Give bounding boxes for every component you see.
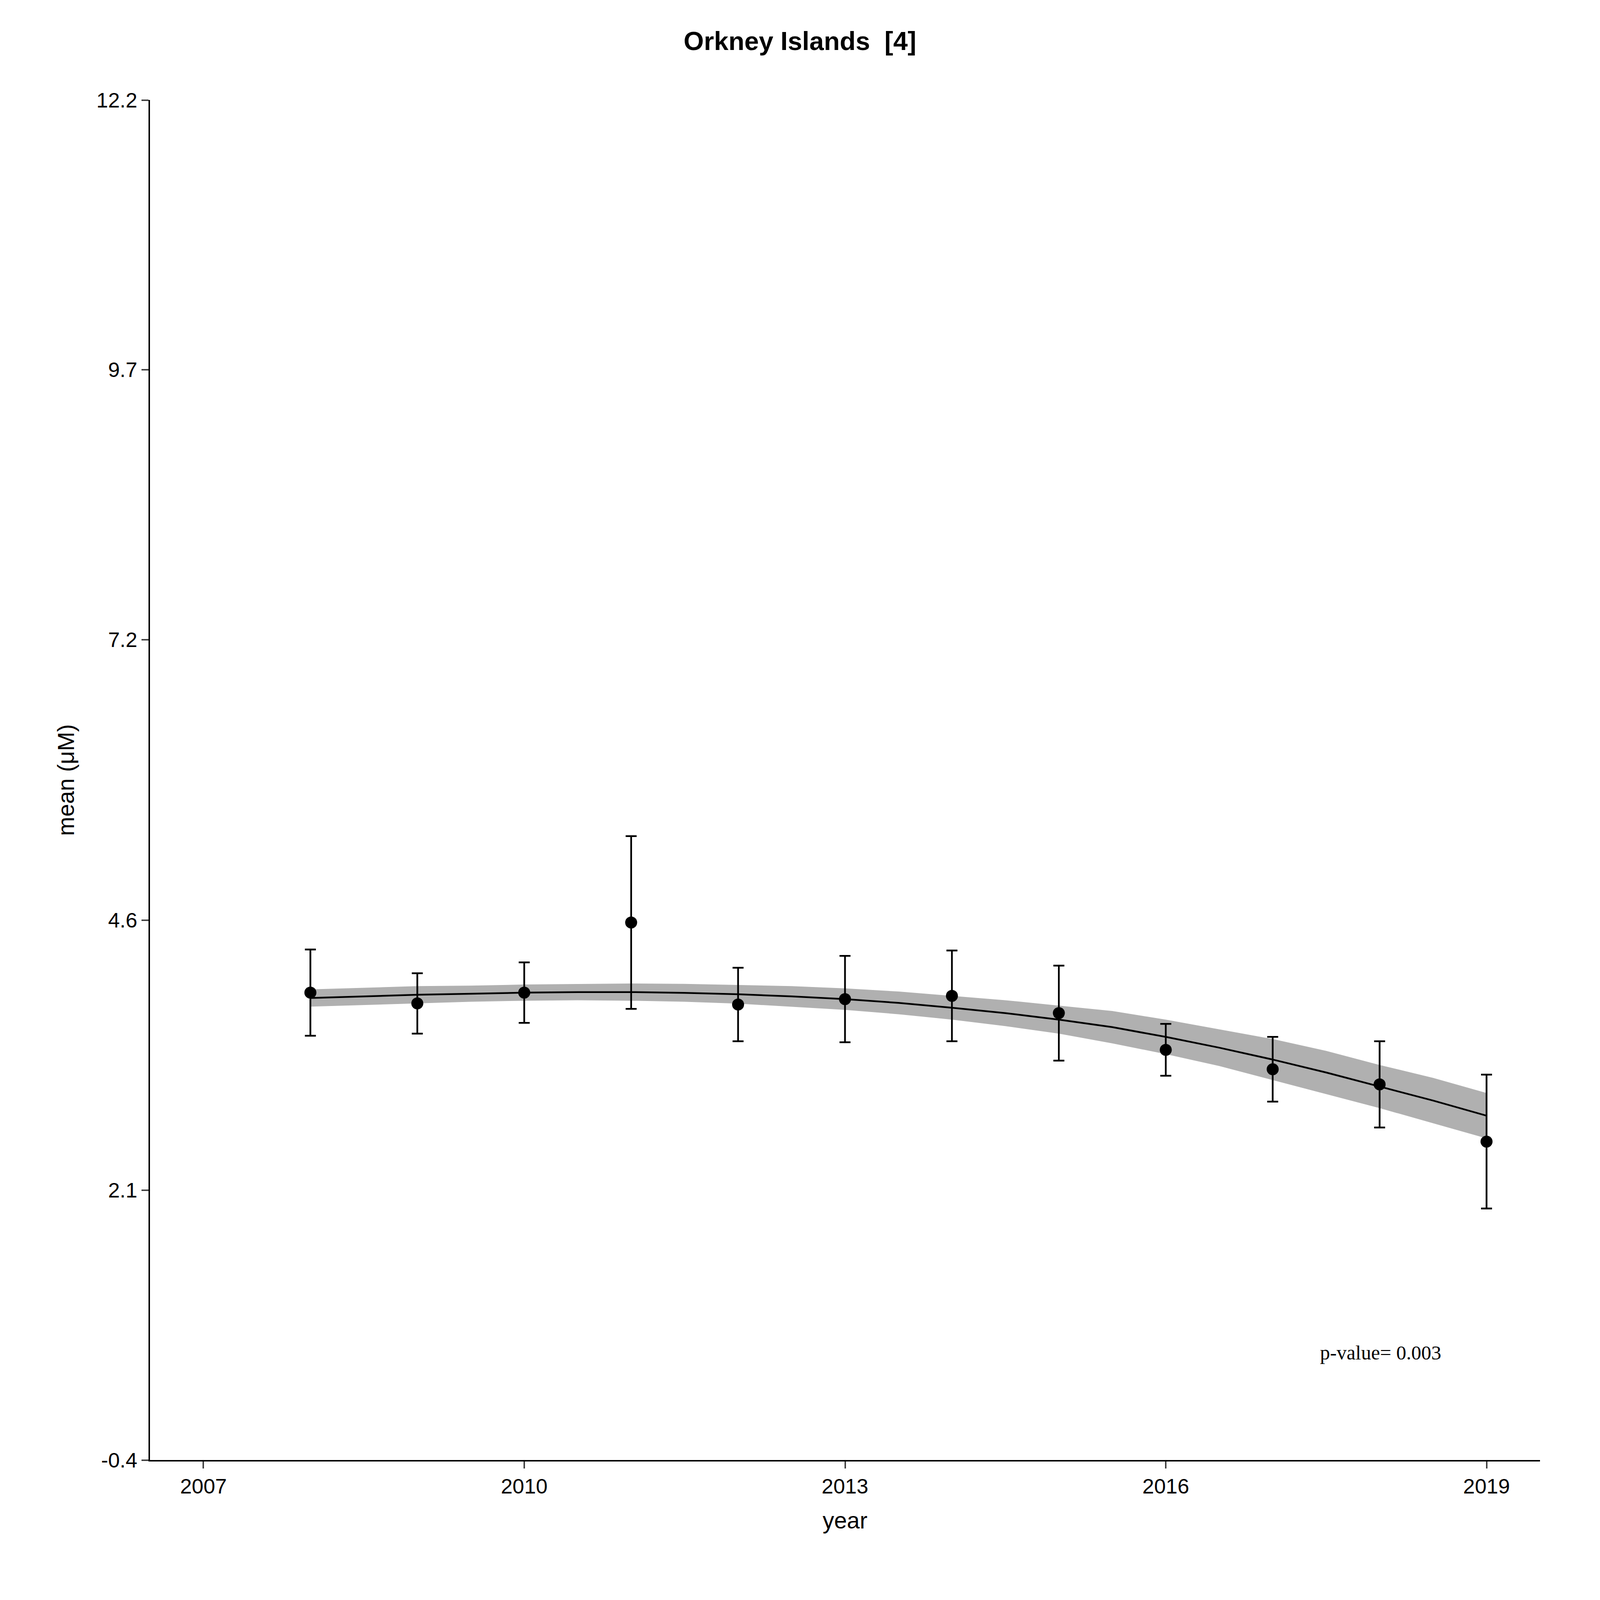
svg-text:year: year bbox=[822, 1507, 867, 1534]
svg-text:-0.4: -0.4 bbox=[101, 1448, 137, 1472]
svg-text:9.7: 9.7 bbox=[108, 358, 137, 382]
svg-text:2010: 2010 bbox=[501, 1474, 548, 1498]
svg-text:2013: 2013 bbox=[821, 1474, 868, 1498]
svg-text:mean (μM): mean (μM) bbox=[53, 724, 79, 836]
svg-text:2016: 2016 bbox=[1142, 1474, 1189, 1498]
svg-text:12.2: 12.2 bbox=[96, 88, 138, 112]
svg-text:Orkney Islands [4]: Orkney Islands [4] bbox=[683, 26, 916, 56]
svg-text:p-value= 0.003: p-value= 0.003 bbox=[1320, 1341, 1442, 1364]
svg-text:2007: 2007 bbox=[180, 1474, 227, 1498]
svg-text:4.6: 4.6 bbox=[108, 908, 137, 932]
svg-text:7.2: 7.2 bbox=[108, 628, 137, 652]
svg-text:2.1: 2.1 bbox=[108, 1178, 137, 1202]
svg-text:2019: 2019 bbox=[1463, 1474, 1510, 1498]
